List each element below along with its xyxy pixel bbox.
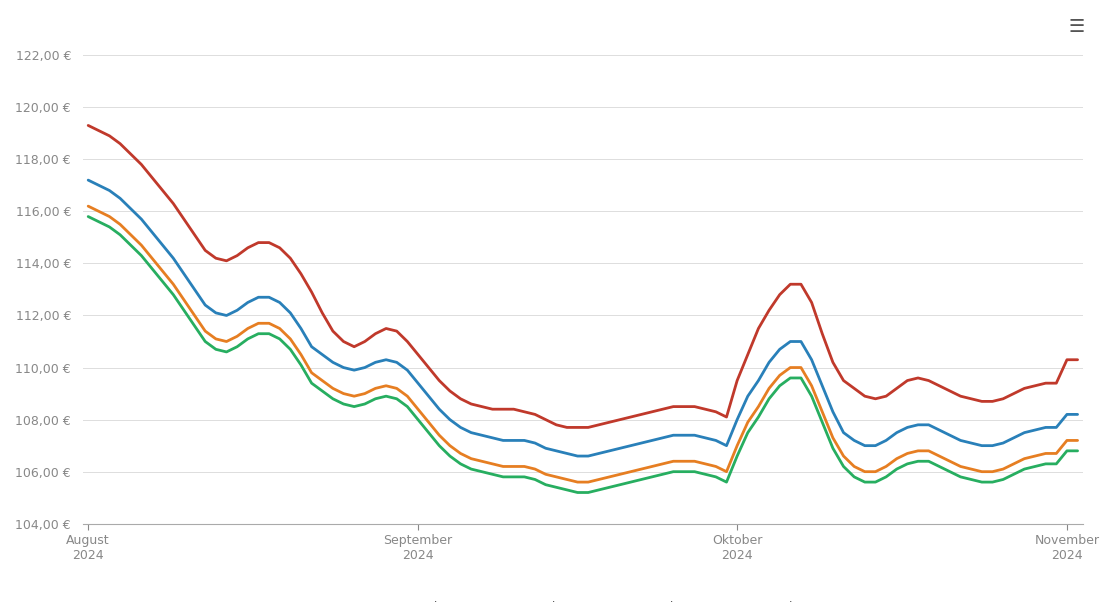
1.000 Liter <box>560 424 573 431</box>
Text: ☰: ☰ <box>1069 18 1085 36</box>
5.000 Liter <box>496 473 509 480</box>
3.000 Liter <box>464 455 477 462</box>
3.000 Liter <box>836 453 850 460</box>
3.000 Liter <box>571 479 585 486</box>
1.000 Liter <box>82 122 95 129</box>
Line: 1.000 Liter: 1.000 Liter <box>88 125 1077 427</box>
1.000 Liter <box>688 403 702 410</box>
3.000 Liter <box>688 458 702 465</box>
2.000 Liter <box>337 364 350 371</box>
2.000 Liter <box>252 294 265 301</box>
3.000 Liter <box>252 320 265 327</box>
5.000 Liter <box>571 489 585 496</box>
Line: 2.000 Liter: 2.000 Liter <box>88 180 1077 456</box>
2.000 Liter <box>82 176 95 184</box>
2.000 Liter <box>571 453 585 460</box>
Line: 5.000 Liter: 5.000 Liter <box>88 217 1077 492</box>
5.000 Liter <box>1071 447 1084 455</box>
1.000 Liter <box>464 400 477 408</box>
1.000 Liter <box>496 406 509 413</box>
1.000 Liter <box>337 338 350 345</box>
2.000 Liter <box>836 429 850 436</box>
2.000 Liter <box>1071 411 1084 418</box>
2.000 Liter <box>688 432 702 439</box>
2.000 Liter <box>464 429 477 436</box>
3.000 Liter <box>1071 437 1084 444</box>
5.000 Liter <box>252 330 265 337</box>
3.000 Liter <box>82 202 95 209</box>
5.000 Liter <box>337 400 350 408</box>
1.000 Liter <box>836 377 850 384</box>
5.000 Liter <box>82 213 95 220</box>
Line: 3.000 Liter: 3.000 Liter <box>88 206 1077 482</box>
3.000 Liter <box>496 463 509 470</box>
5.000 Liter <box>464 465 477 473</box>
1.000 Liter <box>252 239 265 246</box>
5.000 Liter <box>836 463 850 470</box>
1.000 Liter <box>1071 356 1084 364</box>
3.000 Liter <box>337 390 350 397</box>
5.000 Liter <box>688 468 702 476</box>
2.000 Liter <box>496 437 509 444</box>
Legend: 1.000 Liter, 2.000 Liter, 3.000 Liter, 5.000 Liter: 1.000 Liter, 2.000 Liter, 3.000 Liter, 5… <box>351 595 814 602</box>
